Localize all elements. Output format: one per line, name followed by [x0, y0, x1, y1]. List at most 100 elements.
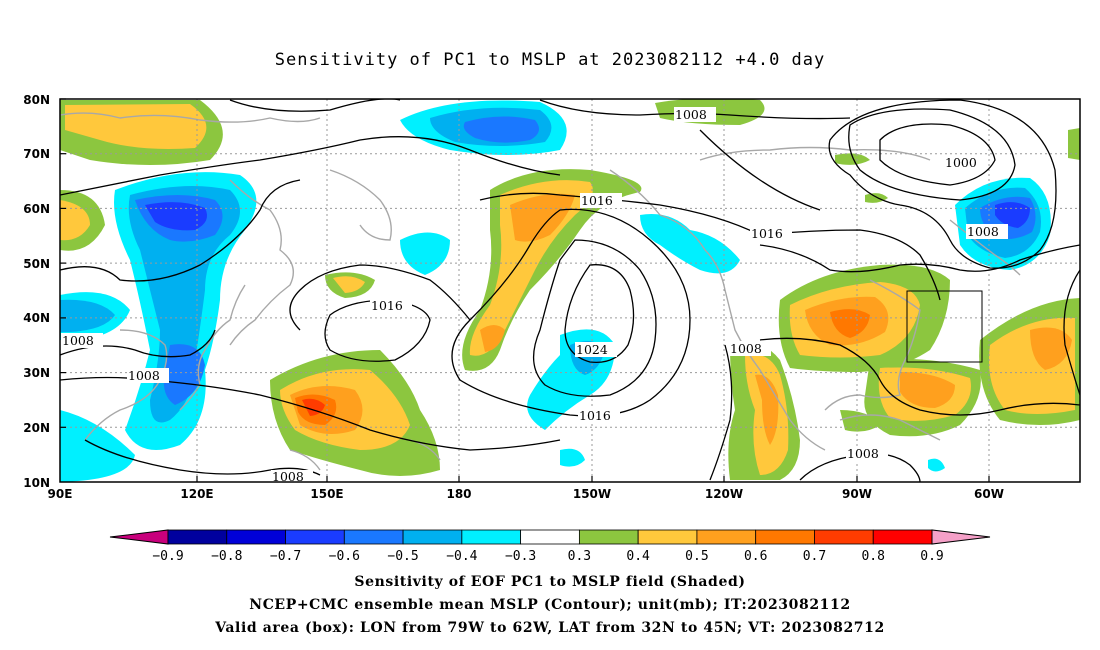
colorbar-tick-label: −0.8 — [211, 549, 242, 564]
negative-region — [640, 214, 740, 274]
positive-region — [835, 153, 870, 165]
lat-label: 30N — [23, 366, 50, 380]
positive-region — [1030, 327, 1072, 370]
coastline — [609, 169, 826, 451]
colorbar-tick-label: −0.5 — [387, 549, 418, 564]
positive-region — [900, 372, 955, 408]
colorbar-swatch — [755, 529, 815, 545]
positive-region — [480, 325, 505, 352]
colorbar-swatch — [814, 529, 874, 545]
positive-region — [60, 200, 90, 241]
coastline — [179, 284, 246, 411]
negative-region — [400, 232, 450, 275]
colorbar-swatch — [696, 529, 757, 545]
contour-1008-low — [84, 439, 321, 476]
contour-1004 — [848, 108, 1016, 201]
contour-1000 — [879, 123, 996, 186]
contour-label: 1008 — [272, 469, 304, 484]
lon-label: 120W — [705, 487, 743, 501]
negative-region — [560, 448, 585, 467]
contour-line — [699, 129, 821, 211]
lat-label: 20N — [23, 421, 50, 435]
contour-label: 1008 — [62, 333, 94, 348]
contour-line — [1063, 269, 1080, 396]
axis-ticks — [60, 98, 990, 482]
contour-label: 1008 — [847, 446, 879, 461]
contour-label: 1016 — [751, 226, 783, 241]
lat-label: 70N — [23, 147, 50, 161]
negative-region — [163, 344, 205, 405]
shaded-sensitivity-field — [60, 99, 1080, 482]
lat-label: 60N — [23, 202, 50, 216]
lat-label: 80N — [23, 93, 50, 107]
colorbar-swatch — [226, 529, 286, 545]
colorbar-tick-label: 0.3 — [568, 549, 591, 564]
colorbar-tick-label: −0.4 — [446, 549, 477, 564]
contour-label: 1024 — [576, 342, 608, 357]
negative-region — [145, 202, 208, 231]
contour-1020 — [533, 239, 657, 397]
contour-label: 1016 — [371, 298, 403, 313]
colorbar-swatch — [578, 529, 639, 545]
positive-region — [755, 374, 779, 445]
colorbar-tick-label: 0.4 — [626, 549, 650, 564]
lat-label: 50N — [23, 257, 50, 271]
contour-labels: 1008 1000 1016 1016 1008 1016 1024 1016 … — [61, 107, 1008, 484]
negative-region — [128, 186, 240, 423]
negative-region — [60, 299, 115, 332]
colorbar-swatch — [461, 529, 522, 545]
negative-region — [463, 116, 539, 143]
plot-frame — [59, 98, 1081, 483]
contour-line — [60, 136, 561, 196]
positive-region — [830, 309, 870, 338]
positive-region — [333, 276, 365, 293]
colorbar-tick-label: −0.3 — [505, 549, 536, 564]
map-title: Sensitivity of PC1 to MSLP at 2023082112… — [274, 50, 826, 70]
contour-label: 1008 — [967, 224, 999, 239]
contour-label: 1000 — [945, 155, 977, 170]
colorbar-swatch — [167, 529, 228, 545]
colorbar-arrow-left — [109, 529, 169, 545]
contour-label: 1016 — [579, 408, 611, 423]
colorbar-swatch — [285, 529, 345, 545]
contour-label: 1008 — [730, 341, 762, 356]
footer-line-1: Sensitivity of EOF PC1 to MSLP field (Sh… — [354, 574, 746, 590]
colorbar-swatch — [402, 529, 463, 545]
lon-label: 90E — [48, 487, 73, 501]
longitude-labels: 90E 120E 150E 180 150W 120W 90W 60W — [48, 487, 1004, 501]
valid-area-box — [906, 290, 983, 363]
lon-label: 180 — [446, 487, 471, 501]
lon-label: 150E — [310, 487, 343, 501]
lon-label: 150W — [573, 487, 611, 501]
coastline — [60, 112, 321, 123]
negative-region — [928, 458, 945, 472]
footer-line-3: Valid area (box): LON from 79W to 62W, L… — [215, 620, 885, 636]
colorbar: −0.9 −0.8 −0.7 −0.6 −0.5 −0.4 −0.3 0.3 0.4 0.5 0.6… — [109, 529, 991, 564]
coastline — [329, 169, 392, 241]
colorbar-tick-label: −0.7 — [270, 549, 301, 564]
contour-1016-high — [451, 208, 691, 417]
lat-label: 40N — [23, 311, 50, 325]
colorbar-tick-label: 0.7 — [803, 549, 826, 564]
lon-label: 120E — [180, 487, 213, 501]
positive-region — [510, 193, 575, 242]
colorbar-swatch — [343, 529, 404, 545]
positive-region — [840, 410, 880, 432]
contour-label: 1016 — [581, 193, 613, 208]
contour-1024 — [564, 264, 635, 364]
colorbar-tick-label: 0.9 — [920, 549, 943, 564]
colorbar-swatch — [872, 529, 933, 545]
coastline — [699, 146, 931, 161]
contour-line — [759, 337, 1080, 416]
contour-label: 1008 — [675, 107, 707, 122]
lat-label: 10N — [23, 476, 50, 490]
colorbar-tick-label: 0.6 — [744, 549, 767, 564]
positive-region — [65, 104, 207, 149]
contour-label: 1008 — [128, 368, 160, 383]
colorbar-swatch — [637, 529, 698, 545]
colorbar-tick-label: 0.8 — [861, 549, 884, 564]
colorbar-tick-label: 0.5 — [685, 549, 708, 564]
colorbar-swatch — [520, 529, 580, 545]
colorbar-arrow-right — [931, 529, 991, 545]
